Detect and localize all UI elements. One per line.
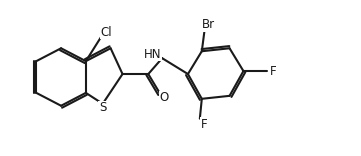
Text: Br: Br — [202, 18, 215, 31]
Text: HN: HN — [144, 48, 161, 61]
Text: F: F — [270, 65, 277, 78]
Text: S: S — [99, 101, 106, 114]
Text: Cl: Cl — [101, 26, 113, 39]
Text: F: F — [200, 118, 207, 131]
Text: O: O — [160, 91, 169, 104]
